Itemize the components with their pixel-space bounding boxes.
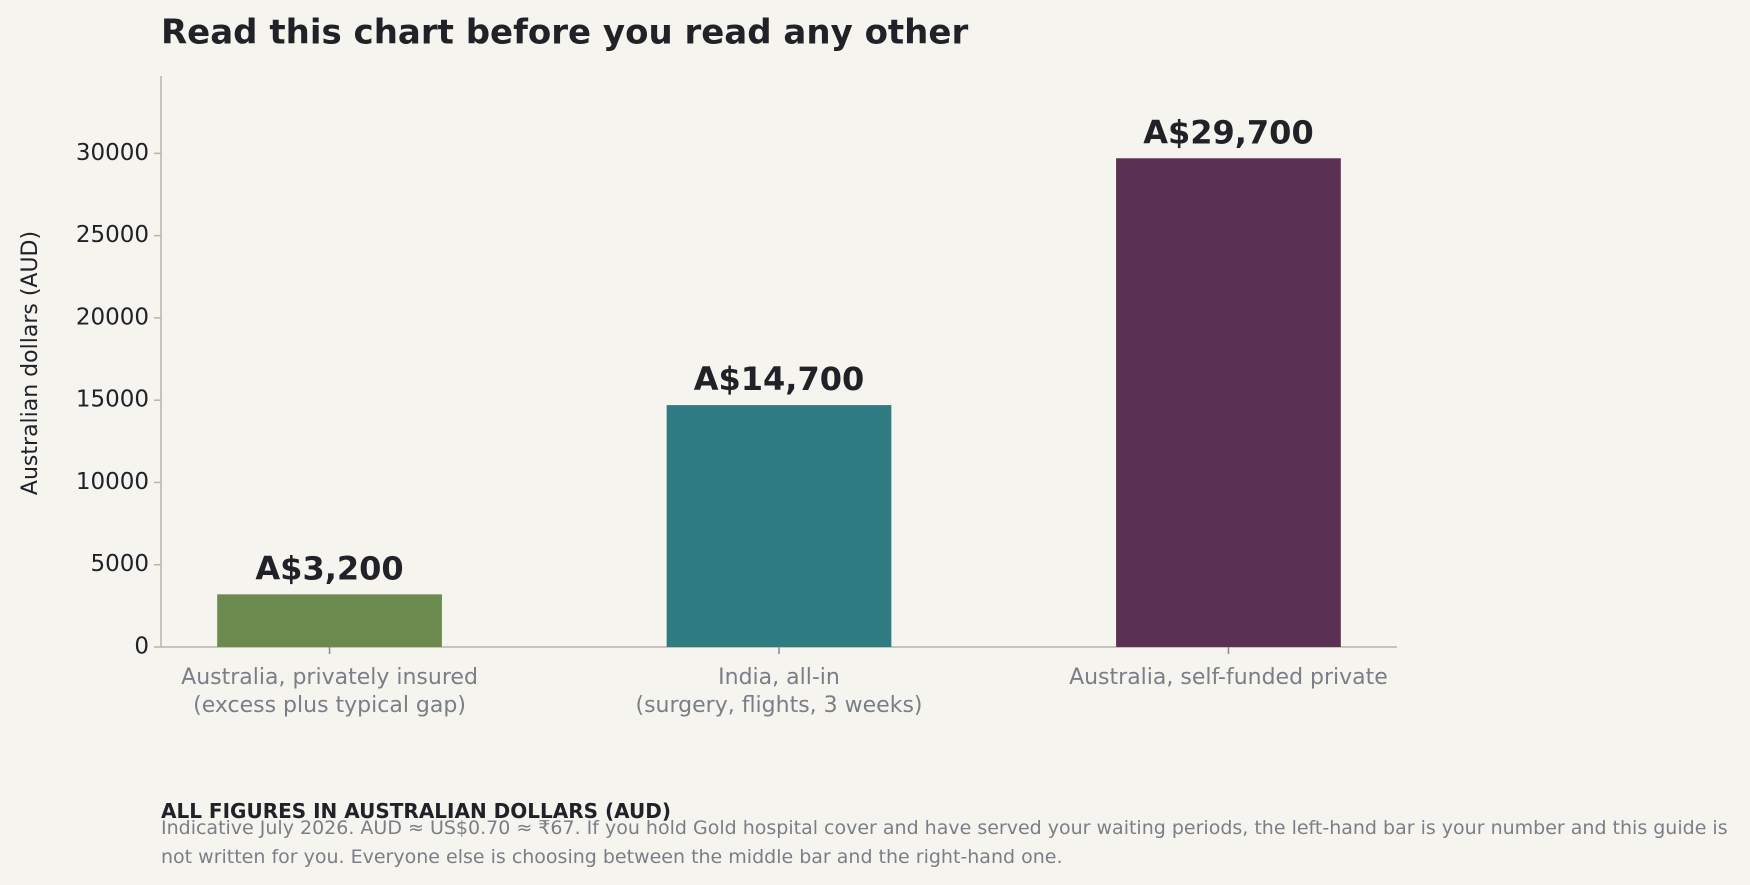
y-tick-label: 5000 [90, 551, 149, 577]
value-label: A$29,700 [1143, 113, 1314, 151]
footer-note: Indicative July 2026. AUD ≈ US$0.70 ≈ ₹6… [161, 817, 1728, 868]
y-tick-label: 30000 [76, 140, 149, 166]
y-tick-label: 10000 [76, 469, 149, 495]
y-tick-label: 15000 [76, 387, 149, 413]
chart-title: Read this chart before you read any othe… [161, 13, 968, 53]
bar [217, 594, 442, 647]
bar [1116, 158, 1341, 647]
y-tick-label: 0 [134, 634, 149, 660]
y-axis-label: Australian dollars (AUD) [18, 231, 43, 495]
x-tick-label: India, all-in (surgery, flights, 3 weeks) [636, 665, 923, 718]
bar [666, 405, 892, 647]
y-tick-label: 20000 [76, 304, 149, 330]
value-label: A$14,700 [694, 360, 865, 398]
value-label: A$3,200 [255, 549, 403, 587]
y-tick-label: 25000 [76, 222, 149, 248]
x-tick-label: Australia, privately insured (excess plus… [181, 665, 478, 718]
footer-heading: ALL FIGURES IN AUSTRALIAN DOLLARS (AUD) [161, 799, 671, 823]
x-tick-label: Australia, self-funded private [1069, 665, 1388, 690]
